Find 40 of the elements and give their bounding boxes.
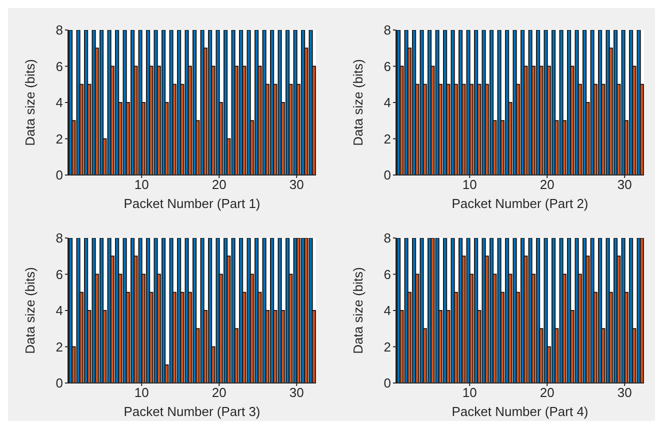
- x-axis-title: Packet Number (Part 3): [124, 404, 260, 418]
- y-tick-label: 2: [56, 338, 63, 354]
- x-tick-label: 20: [212, 384, 226, 400]
- y-tick-label: 8: [384, 22, 391, 38]
- y-tick-label: 6: [56, 266, 63, 282]
- y-tick-label: 8: [56, 230, 63, 246]
- y-tick-label: 0: [384, 375, 391, 390]
- x-tick-label: 30: [289, 177, 304, 192]
- x-tick-label: 30: [289, 384, 304, 400]
- y-tick-label: 0: [56, 375, 63, 390]
- x-tick-label: 10: [462, 177, 477, 192]
- x-tick-label: 10: [134, 384, 149, 400]
- y-tick-label: 0: [384, 168, 391, 183]
- x-axis-title: Packet Number (Part 2): [452, 196, 588, 211]
- y-tick-label: 4: [384, 302, 391, 318]
- y-tick-label: 8: [56, 22, 63, 38]
- y-tick-label: 6: [384, 58, 391, 74]
- x-tick-label: 10: [462, 384, 477, 400]
- x-tick-label: 30: [617, 177, 632, 192]
- y-tick-label: 4: [56, 95, 63, 110]
- y-tick-label: 4: [56, 302, 63, 318]
- y-axis-title: Data size (bits): [350, 266, 366, 354]
- x-tick-label: 20: [212, 177, 226, 192]
- y-axis-title: Data size (bits): [350, 59, 366, 146]
- y-tick-label: 6: [56, 58, 63, 74]
- y-tick-label: 2: [56, 131, 63, 146]
- x-axis-title: Packet Number (Part 4): [452, 404, 588, 418]
- x-tick-label: 10: [134, 177, 149, 192]
- y-tick-label: 4: [384, 95, 391, 110]
- x-tick-label: 30: [617, 384, 632, 400]
- y-axis-title: Data size (bits): [22, 266, 38, 354]
- y-tick-label: 2: [384, 338, 391, 354]
- x-tick-label: 20: [540, 384, 554, 400]
- y-tick-label: 0: [56, 168, 63, 183]
- y-tick-label: 8: [384, 230, 391, 246]
- y-tick-label: 6: [384, 266, 391, 282]
- y-axis-title: Data size (bits): [22, 59, 38, 146]
- y-tick-label: 2: [384, 131, 391, 146]
- x-axis-title: Packet Number (Part 1): [124, 196, 260, 211]
- x-tick-label: 20: [540, 177, 554, 192]
